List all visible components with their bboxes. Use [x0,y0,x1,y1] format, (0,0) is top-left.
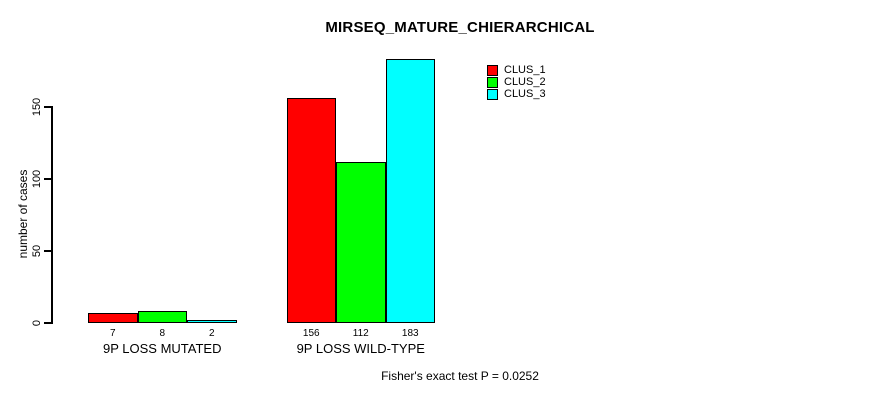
bar-clus_1 [88,312,138,323]
y-tick [44,106,51,108]
y-tick-label: 50 [31,244,43,258]
y-tick [44,322,51,324]
bar-value-label: 8 [159,328,166,339]
bar-value-label: 183 [401,328,419,339]
legend-item: CLUS_1 [487,64,546,76]
y-tick [44,178,51,180]
bar-clus_1 [286,98,336,323]
annotation-text: Fisher's exact test P = 0.0252 [381,369,539,383]
bar-value-label: 156 [302,328,320,339]
y-tick-label: 0 [31,319,43,327]
legend-item: CLUS_3 [487,88,546,100]
legend-label: CLUS_1 [504,64,546,76]
bar-value-label: 7 [109,328,116,339]
legend-label: CLUS_2 [504,76,546,88]
legend: CLUS_1 CLUS_2 CLUS_3 [487,64,546,100]
bar-value-label: 2 [208,328,215,339]
chart-title: MIRSEQ_MATURE_CHIERARCHICAL [325,19,595,36]
legend-swatch-icon [487,76,498,88]
x-category-label: 9P LOSS MUTATED [103,341,222,356]
bar-clus_3 [385,59,435,323]
y-tick [44,250,51,252]
bar-clus_3 [187,320,237,323]
y-axis-line [51,106,53,324]
legend-label: CLUS_3 [504,88,546,100]
y-tick-label: 100 [31,169,43,189]
bar-value-label: 112 [352,328,369,339]
y-tick-label: 150 [31,97,43,117]
bar-clus_2 [137,311,187,323]
legend-item: CLUS_2 [487,76,546,88]
legend-swatch-icon [487,88,498,100]
legend-swatch-icon [487,64,498,76]
x-category-label: 9P LOSS WILD-TYPE [296,341,425,356]
bar-clus_2 [336,161,386,323]
